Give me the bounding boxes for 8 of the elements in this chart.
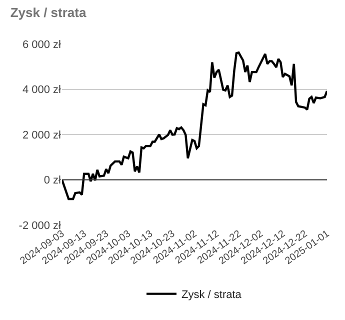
chart-title: Zysk / strata	[10, 5, 87, 20]
y-tick-label: 4 000 zł	[22, 84, 62, 96]
y-tick-label: 0 zł	[44, 174, 62, 187]
y-tick-label: 2 000 zł	[22, 129, 62, 142]
y-tick-label: -2 000 zł	[18, 220, 62, 232]
y-tick-label: 6 000 zł	[22, 38, 62, 51]
line-series	[62, 52, 327, 200]
legend-label: Zysk / strata	[182, 289, 242, 302]
